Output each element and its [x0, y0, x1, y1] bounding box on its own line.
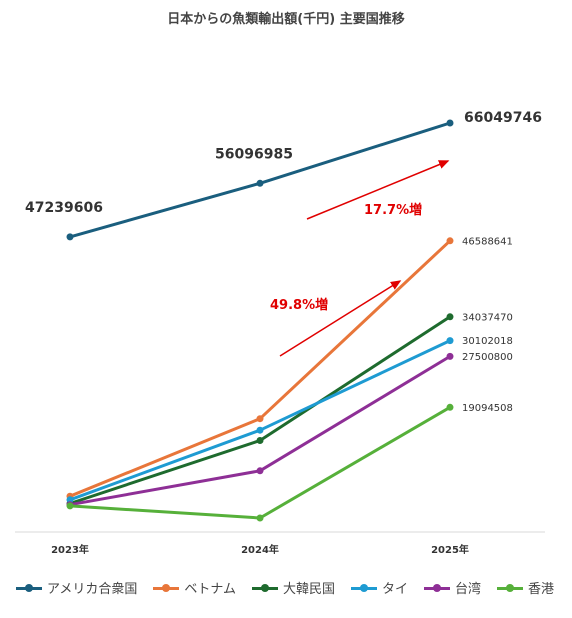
- legend-label: 台湾: [455, 582, 482, 597]
- data-point: [66, 502, 74, 510]
- legend-item: 台湾: [422, 578, 481, 597]
- growth-annotation: 17.7%増: [364, 202, 422, 218]
- legend-swatch: [14, 581, 44, 595]
- legend-label: アメリカ合衆国: [47, 582, 138, 597]
- data-point: [446, 352, 454, 360]
- data-label: 47239606: [25, 200, 103, 216]
- data-point: [446, 119, 454, 127]
- legend-item: ベトナム: [151, 578, 236, 597]
- data-label: 34037470: [462, 312, 513, 323]
- series-line: [69, 315, 451, 505]
- legend-item: アメリカ合衆国: [14, 578, 137, 597]
- data-point: [446, 337, 454, 345]
- data-label: 27500800: [462, 352, 513, 363]
- data-point: [66, 233, 74, 241]
- growth-annotation: 49.8%増: [270, 297, 328, 313]
- data-point: [66, 496, 74, 504]
- growth-arrow: [279, 280, 402, 357]
- data-point: [256, 467, 264, 475]
- legend-swatch: [349, 581, 379, 595]
- legend-label: 大韓民国: [282, 582, 335, 597]
- legend-label: 香港: [528, 582, 555, 597]
- line-chart: 2023年 2024年 2025年 47239606 56096985 66049746…: [15, 110, 545, 556]
- data-label: 66049746: [464, 110, 542, 126]
- x-tick-label: 2024年: [241, 543, 279, 556]
- legend-swatch: [250, 581, 280, 595]
- data-point: [256, 426, 264, 434]
- series-line: [69, 406, 451, 520]
- legend-item: 大韓民国: [250, 578, 335, 597]
- data-point: [446, 237, 454, 245]
- data-label: 46588641: [462, 236, 513, 247]
- x-tick-label: 2025年: [431, 543, 469, 556]
- data-point: [256, 514, 264, 522]
- chart-title: 日本からの魚類輸出額(千円) 主要国推移: [167, 12, 405, 27]
- legend-swatch: [495, 581, 525, 595]
- data-point: [256, 437, 264, 444]
- legend-label: タイ: [382, 582, 409, 597]
- legend: アメリカ合衆国 ベトナム 大韓民国 タイ 台湾 香港: [14, 578, 572, 597]
- growth-arrow: [306, 160, 450, 220]
- data-point: [446, 403, 454, 411]
- legend-item: タイ: [349, 578, 408, 597]
- data-point: [446, 313, 454, 321]
- data-label: 30102018: [462, 336, 513, 347]
- data-point: [256, 179, 264, 187]
- data-point: [256, 415, 264, 423]
- legend-swatch: [422, 581, 452, 595]
- data-label: 19094508: [462, 403, 513, 414]
- data-label: 56096985: [215, 146, 293, 162]
- legend-swatch: [151, 581, 181, 595]
- legend-label: ベトナム: [184, 582, 236, 597]
- x-tick-label: 2023年: [51, 543, 89, 556]
- legend-item: 香港: [495, 578, 554, 597]
